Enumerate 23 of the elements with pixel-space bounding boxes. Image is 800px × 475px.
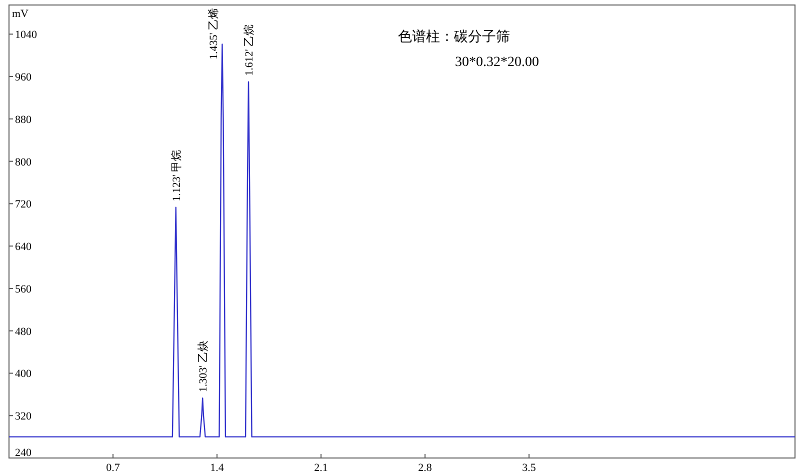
y-tick-label: 400 — [15, 368, 32, 380]
y-tick-label: 640 — [15, 241, 32, 254]
y-tick-label: 240 — [15, 447, 32, 459]
annotation: 1.435' 乙烯 — [207, 8, 220, 60]
y-tick-label: 880 — [15, 114, 32, 126]
annotation: 1.123' 甲烷 — [170, 150, 183, 202]
y-tick-label: 320 — [15, 410, 32, 423]
annotation: 1.612' 乙烷 — [242, 24, 256, 76]
y-tick-label: 800 — [15, 156, 32, 168]
y-tick-label: 480 — [15, 326, 32, 338]
y-axis-title: mV — [12, 8, 29, 20]
annotation: 30*0.32*20.00 — [455, 55, 539, 70]
x-tick-label: 0.7 — [106, 462, 120, 474]
x-tick-label: 1.4 — [210, 462, 224, 474]
y-tick-label: 1040 — [15, 29, 38, 42]
y-tick-label: 560 — [15, 283, 32, 296]
annotation: 1.303' 乙炔 — [196, 340, 210, 392]
annotation: 色谱柱：碳分子筛 — [398, 29, 510, 45]
x-tick-label: 2.8 — [418, 462, 432, 474]
y-tick-label: 960 — [15, 72, 32, 84]
x-tick-label: 2.1 — [314, 462, 328, 474]
y-tick-label: 720 — [15, 198, 32, 211]
x-tick-label: 3.5 — [522, 462, 536, 474]
